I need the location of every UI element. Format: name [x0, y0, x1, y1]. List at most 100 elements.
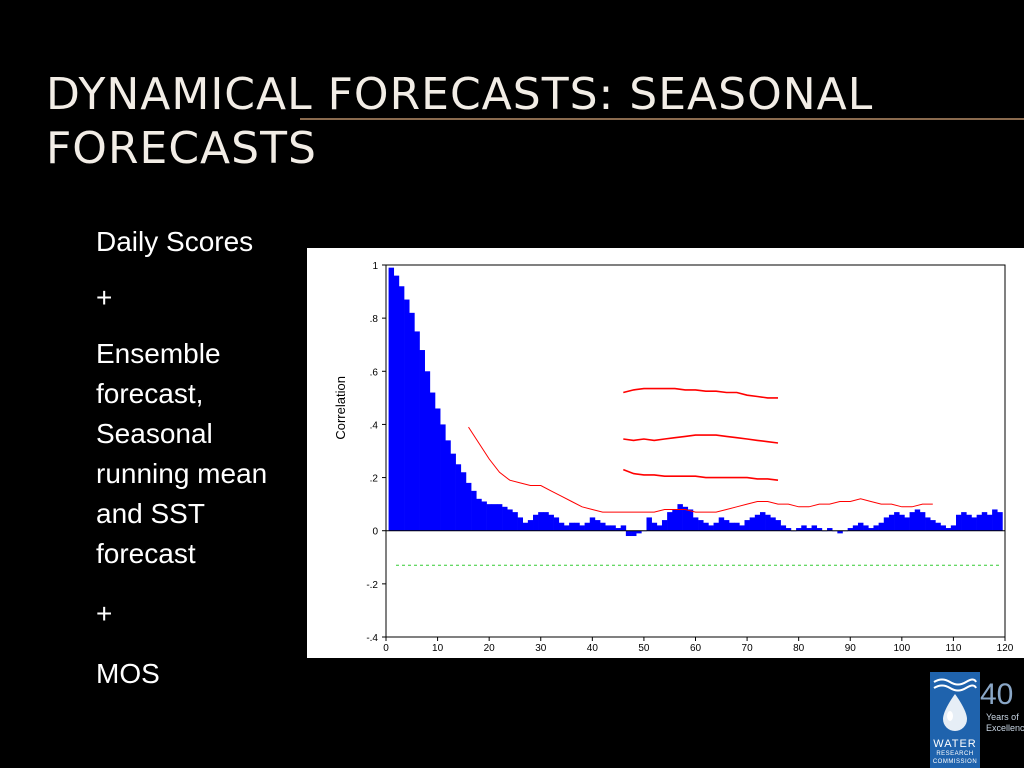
x-tick-label: 100 — [893, 643, 910, 654]
y-tick-label: -.2 — [366, 580, 378, 591]
bar — [512, 512, 518, 531]
bar — [744, 520, 750, 531]
bar — [471, 490, 477, 531]
logo-years-text: Years of Excellence — [986, 712, 1024, 733]
x-tick-label: 50 — [638, 643, 650, 654]
bar — [631, 530, 637, 537]
bar — [517, 517, 523, 531]
bar — [811, 525, 818, 531]
bar — [857, 522, 864, 531]
bar — [899, 514, 905, 531]
y-tick-label: .6 — [370, 367, 379, 378]
bar — [594, 520, 601, 531]
bar — [600, 522, 606, 531]
bullet-daily-scores: Daily Scores — [96, 226, 254, 257]
water-drop-icon — [933, 678, 977, 731]
bar — [414, 331, 420, 531]
bar — [476, 498, 482, 531]
bar — [749, 517, 756, 531]
bar — [429, 392, 436, 531]
bar — [930, 520, 936, 531]
bullet-list: Daily Scores + Ensemble forecast, Season… — [96, 222, 311, 714]
bar — [734, 522, 740, 531]
bar — [976, 514, 983, 531]
bar — [636, 530, 642, 534]
bar — [723, 520, 730, 531]
bar — [651, 522, 658, 531]
bullet-plus-1: + — [96, 282, 113, 313]
series-line — [623, 434, 779, 444]
bar — [656, 525, 663, 531]
y-tick-label: 0 — [372, 527, 378, 538]
bar — [661, 520, 668, 531]
logo-emblem: WATER RESEARCH COMMISSION — [930, 672, 980, 768]
y-axis-label: Correlation — [333, 376, 348, 440]
bar — [398, 286, 405, 531]
chart-svg: 1 .8 .6 .4 .2 0 -.2 -.4 0 10 20 30 40 50 60 70 80 90 100 11… — [333, 261, 1014, 654]
bar — [465, 482, 472, 531]
bar — [729, 522, 735, 531]
bar — [909, 512, 916, 531]
bar — [496, 504, 503, 531]
x-tick-label: 70 — [742, 643, 754, 654]
bar — [388, 267, 395, 531]
bar — [460, 472, 467, 531]
bar — [672, 509, 678, 531]
x-tick-label: 10 — [432, 643, 444, 654]
bar — [966, 514, 972, 531]
y-tick-label: -.4 — [366, 633, 378, 644]
series-line — [468, 426, 933, 513]
bar — [785, 528, 792, 531]
bar — [548, 514, 554, 531]
bar — [620, 525, 627, 531]
bar — [682, 506, 689, 531]
logo-forty: 40 — [980, 678, 1014, 711]
bar — [455, 464, 462, 531]
bar — [667, 512, 673, 531]
bar — [424, 371, 431, 531]
bar — [852, 525, 859, 531]
bar — [404, 299, 410, 531]
bar — [925, 517, 931, 531]
bullet-ensemble-forecast: Ensemble forecast, Seasonal running mean… — [96, 338, 268, 569]
bullet-plus-2: + — [96, 598, 113, 629]
bar — [981, 512, 988, 531]
bar — [445, 440, 451, 531]
slide-title: DYNAMICAL FORECASTS: SEASONAL FORECASTS — [46, 69, 874, 174]
logo-word-commission: COMMISSION — [932, 759, 978, 765]
bar — [759, 512, 766, 531]
x-tick-label: 0 — [383, 643, 389, 654]
bar — [935, 522, 941, 531]
bar — [883, 517, 890, 531]
bar — [992, 509, 998, 531]
plot-frame — [385, 264, 1006, 638]
bar — [894, 512, 900, 531]
bar — [827, 528, 833, 531]
bar — [713, 522, 720, 531]
bar — [754, 514, 761, 531]
bar — [435, 408, 441, 531]
bar — [677, 504, 683, 531]
bar — [558, 522, 565, 531]
bar — [796, 528, 802, 531]
x-tick-label: 80 — [793, 643, 805, 654]
x-tick-label: 110 — [945, 643, 961, 654]
bar — [868, 528, 874, 531]
bar — [533, 514, 539, 531]
bar — [997, 512, 1003, 531]
bar — [687, 509, 694, 531]
bar — [718, 517, 725, 531]
bar — [569, 522, 575, 531]
bar — [605, 525, 611, 531]
bar — [610, 525, 616, 531]
bar — [775, 520, 781, 531]
bar — [919, 512, 926, 531]
x-tick-label: 30 — [535, 643, 547, 654]
bar — [878, 522, 885, 531]
bar — [873, 525, 879, 531]
bar — [955, 514, 962, 531]
bar — [765, 514, 771, 531]
bullet-mos: MOS — [96, 658, 160, 689]
bar — [563, 525, 570, 531]
x-tick-label: 60 — [690, 643, 702, 654]
